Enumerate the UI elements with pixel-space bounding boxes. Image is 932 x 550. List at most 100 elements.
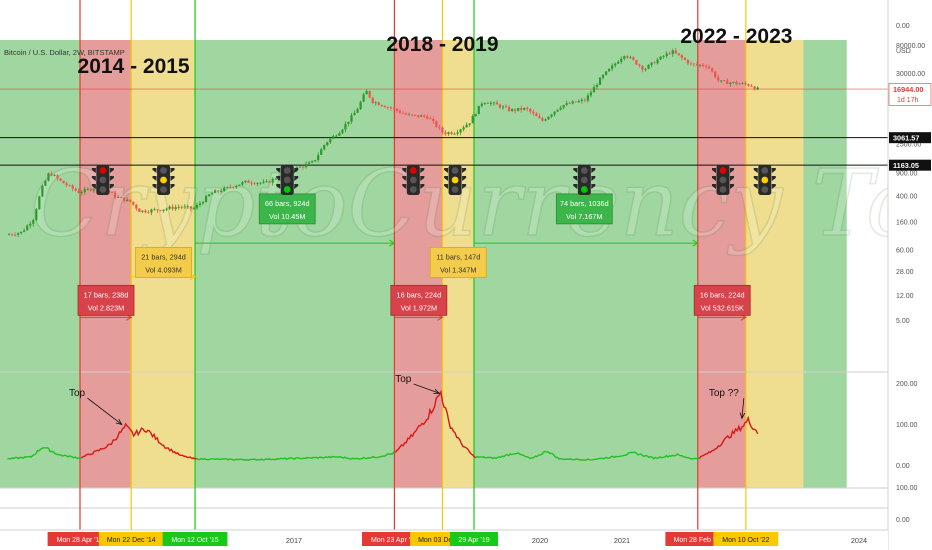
candle-body (544, 119, 547, 121)
candle-body (632, 57, 635, 60)
candle-body (117, 197, 120, 198)
candle-body (526, 107, 529, 109)
candle-body (423, 115, 426, 117)
measure-box-3: 16 bars, 224d Vol 1.972M (390, 284, 448, 316)
candle-body (68, 185, 71, 187)
candle-body (32, 219, 35, 224)
measure-box-bars: 17 bars, 238d (84, 290, 129, 299)
traffic-light-lamp (283, 186, 291, 193)
traffic-light-lamp (160, 176, 167, 184)
candle-body (750, 85, 753, 87)
candle-body (680, 55, 683, 58)
candle-body (223, 187, 226, 191)
candle-body (195, 205, 199, 209)
price-tag-2: 1163.05 (889, 159, 931, 171)
candle-body (535, 113, 538, 117)
candle-body (429, 118, 432, 120)
traffic-light-lamp (409, 186, 417, 193)
candle-body (138, 208, 141, 212)
candle-body (83, 188, 86, 193)
candle-body (711, 68, 714, 72)
traffic-light-icon (402, 165, 425, 195)
candle-body (353, 112, 356, 116)
candle-body (577, 101, 580, 103)
candle-body (310, 161, 314, 163)
candle-body (720, 80, 723, 82)
price-level-lines (0, 88, 888, 166)
measure-box-bars: 11 bars, 147d (436, 252, 480, 261)
price-tags: 16944.00 1d 17h 3061.57 1163.05 (888, 83, 932, 171)
candle-body (647, 64, 650, 69)
date-badge-label: 29 Apr '19 (458, 537, 489, 544)
measure-box-bg (429, 247, 487, 278)
date-badge-label: Mon 10 Oct '22 (722, 537, 769, 544)
candle-body (271, 178, 274, 183)
candle-body (377, 102, 380, 106)
candle-body (529, 108, 532, 112)
date-badge-label: Mon 28 Apr '14 (57, 537, 104, 544)
traffic-light-icon (573, 165, 596, 195)
candle-body (674, 50, 677, 54)
candle-body (662, 56, 665, 57)
traffic-light-lamp (160, 186, 167, 193)
candle-body (174, 207, 177, 209)
measure-box-bars: 16 bars, 224d (700, 290, 745, 299)
candle-body (629, 57, 632, 58)
date-badge-label: Mon 23 Apr '18 (371, 537, 418, 544)
candle-body (92, 189, 95, 191)
candle-body (17, 233, 20, 235)
candle-body (601, 74, 605, 78)
candle-body (698, 64, 702, 66)
candle-body (226, 186, 229, 188)
candle-body (592, 87, 596, 93)
traffic-light-icon (152, 165, 175, 195)
indicator-tick-label: 0.00 (896, 463, 910, 470)
candle-body (141, 210, 144, 212)
candle-body (565, 103, 568, 105)
candle-body (495, 102, 499, 105)
candle-body (86, 188, 89, 190)
candle-body (608, 68, 611, 72)
candle-body (459, 129, 462, 133)
price-tick-label: 160.00 (896, 220, 918, 227)
date-badge-bg (713, 532, 779, 546)
measure-box-0: 17 bars, 238d Vol 2.823M (77, 284, 135, 316)
traffic-light-lamp (761, 186, 769, 193)
traffic-light-lamp (761, 176, 769, 184)
traffic-light-lamp (99, 186, 107, 193)
region-red (697, 40, 746, 488)
candle-body (135, 204, 138, 209)
price-candles (7, 47, 759, 238)
date-badge-label: Mon 28 Feb '22 (674, 537, 723, 544)
candle-body (389, 107, 392, 109)
candle-body (365, 90, 368, 95)
candle-body (329, 138, 332, 143)
candle-body (217, 190, 220, 192)
candle-body (247, 180, 250, 183)
traffic-light-visor (402, 168, 425, 189)
price-tag-0: 16944.00 1d 17h (888, 83, 932, 106)
traffic-light-visor (91, 168, 114, 189)
candle-body (317, 154, 320, 161)
traffic-light-icon (712, 165, 735, 195)
candle-body (292, 170, 296, 172)
candle-body (77, 190, 80, 194)
candle-body (341, 129, 344, 134)
candle-body (320, 149, 323, 155)
traffic-light-lamp (451, 186, 459, 193)
traffic-light-icon (753, 165, 776, 195)
indicator-segment (394, 389, 477, 459)
traffic-light-lamp (409, 167, 417, 174)
candle-body (735, 81, 738, 84)
candle-body (368, 90, 371, 98)
traffic-light-lamp (283, 167, 291, 174)
candle-body (447, 132, 450, 135)
candle-body (356, 109, 359, 113)
candle-body (404, 113, 408, 115)
region-yellow (745, 40, 804, 488)
candle-body (56, 175, 59, 179)
candle-body (695, 64, 699, 65)
candle-body (44, 180, 47, 186)
candle-body (465, 124, 468, 128)
candle-body (732, 81, 735, 83)
